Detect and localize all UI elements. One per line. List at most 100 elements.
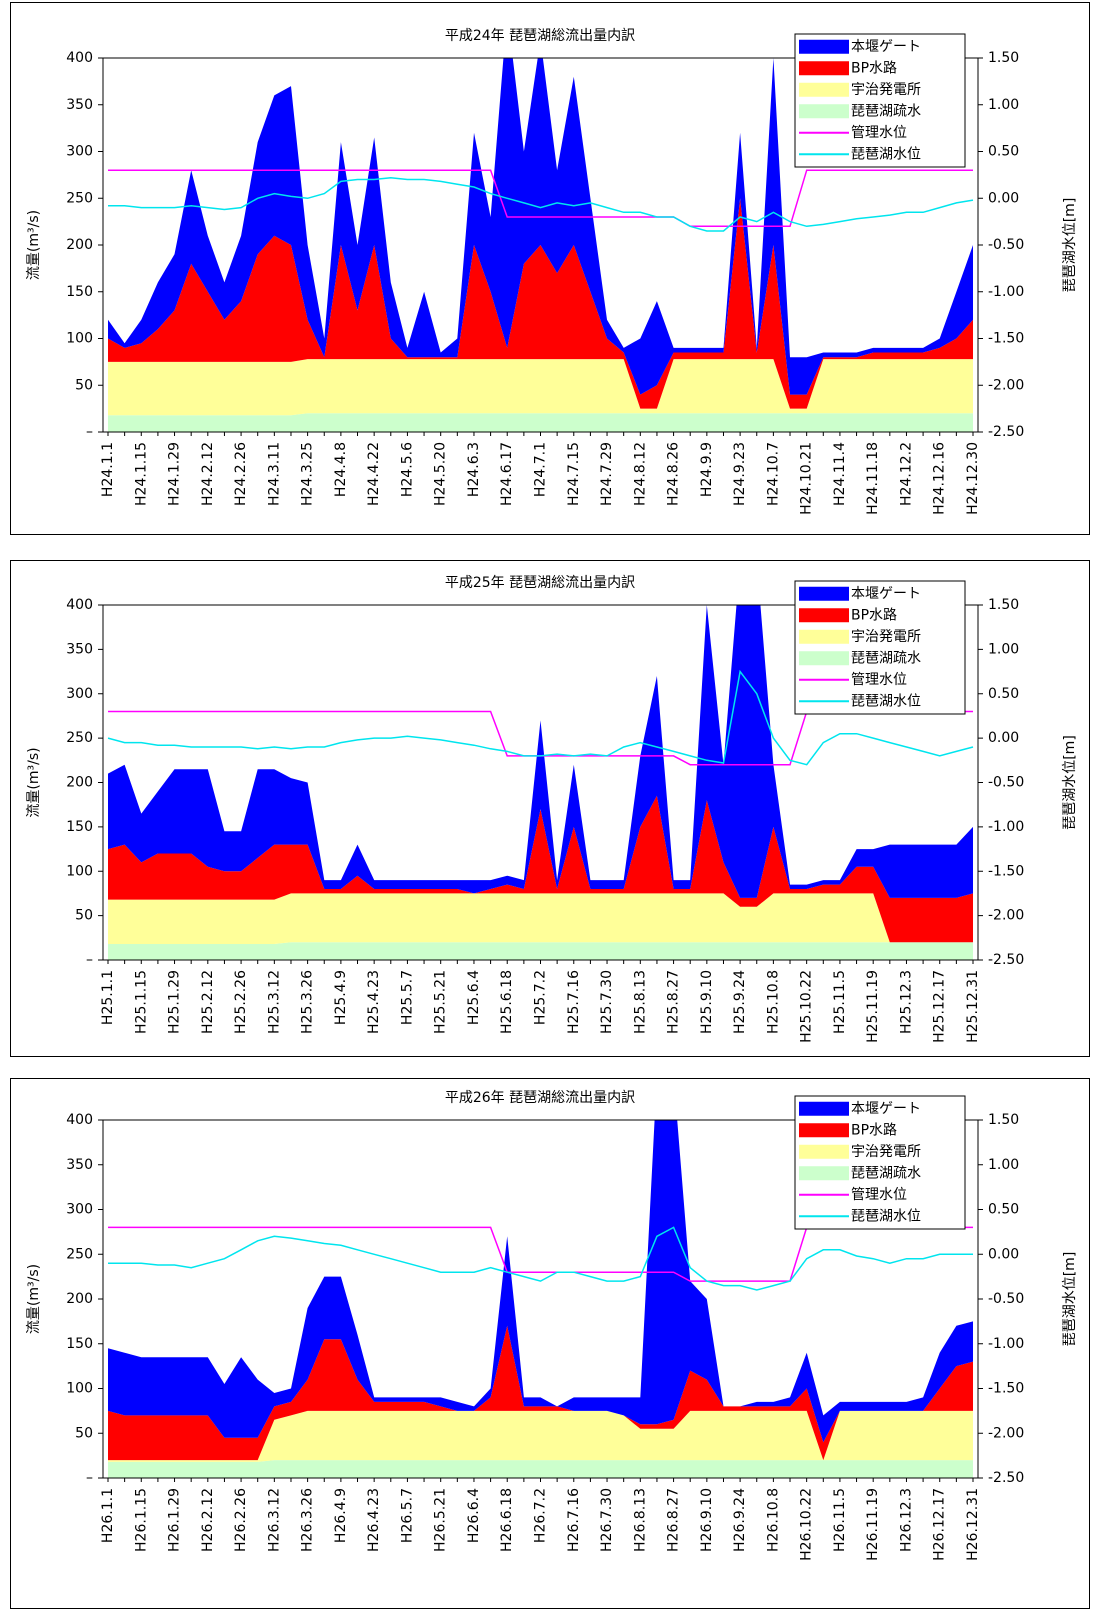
y2-tick-label: -1.50 (988, 1381, 1024, 1397)
x-tick-label: H24.1.29 (167, 442, 183, 506)
x-tick-label: H26.11.5 (832, 1488, 848, 1552)
x-tick-label: H26.5.7 (399, 1488, 415, 1543)
x-tick-label: H24.10.7 (765, 442, 781, 506)
x-tick-label: H25.8.27 (666, 970, 682, 1034)
y-tick-label: 100 (66, 331, 93, 347)
x-tick-label: H26.3.12 (266, 1488, 282, 1552)
x-tick-label: H25.10.8 (765, 970, 781, 1034)
x-tick-label: H26.1.29 (167, 1488, 183, 1552)
y-tick-label: 200 (66, 1291, 93, 1307)
x-tick-label: H26.8.27 (666, 1488, 682, 1552)
x-tick-label: H25.9.10 (699, 970, 715, 1034)
x-tick-label: H24.2.26 (233, 442, 249, 506)
x-tick-label: H26.8.13 (632, 1488, 648, 1552)
area (108, 413, 973, 432)
y-tick-label: 350 (66, 641, 93, 657)
x-tick-label: H24.5.6 (399, 442, 415, 497)
area (108, 942, 973, 960)
y-tick-label: 400 (66, 50, 93, 66)
y2-tick-label: -1.50 (988, 863, 1024, 879)
x-tick-label: H24.2.12 (200, 442, 216, 506)
x-tick-label: H26.6.18 (499, 1488, 515, 1552)
plot-area (107, 605, 974, 960)
y-tick-label: 250 (66, 190, 93, 206)
y2-tick-label: 0.50 (988, 144, 1019, 160)
x-tick-label: H26.7.16 (566, 1488, 582, 1552)
x-tick-label: H25.12.31 (965, 970, 981, 1043)
y2-tick-label: -0.50 (988, 1291, 1024, 1307)
x-tick-label: H25.6.18 (499, 970, 515, 1034)
legend-swatch (799, 1123, 849, 1138)
legend-swatch (799, 629, 849, 644)
y-tick-label: – (86, 952, 93, 968)
x-tick-label: H25.2.12 (200, 970, 216, 1034)
y2-tick-label: 0.00 (988, 730, 1019, 746)
y-tick-label: 50 (75, 908, 93, 924)
y2-tick-label: 1.50 (988, 597, 1019, 613)
y-tick-label: 200 (66, 775, 93, 791)
legend-label: BP水路 (851, 607, 897, 623)
legend-swatch (799, 651, 849, 666)
y-tick-label: 400 (66, 597, 93, 613)
x-tick-label: H26.10.8 (765, 1488, 781, 1552)
legend-label: 本堰ゲート (851, 586, 921, 602)
x-tick-label: H24.12.16 (932, 442, 948, 515)
x-tick-label: H25.5.21 (433, 970, 449, 1034)
legend-label: 宇治発電所 (851, 629, 921, 645)
y2-tick-label: 0.50 (988, 1202, 1019, 1218)
y-axis-title: 流量(m³/s) (26, 1264, 42, 1334)
legend-label: 琵琶湖水位 (851, 693, 921, 709)
x-tick-label: H26.1.1 (100, 1488, 116, 1543)
y2-axis-title: 琵琶湖水位[m] (1062, 735, 1078, 830)
x-tick-label: H25.12.17 (932, 970, 948, 1043)
y2-axis-title: 琵琶湖水位[m] (1062, 198, 1078, 293)
x-tick-label: H24.7.15 (566, 442, 582, 506)
x-tick-label: H26.5.21 (433, 1488, 449, 1552)
chart: – 50 100 150 200 250 300 350 400 -2.50 -2.00 -1.50 -… (10, 2, 1090, 535)
x-tick-label: H24.3.11 (266, 442, 282, 506)
y-tick-label: 300 (66, 686, 93, 702)
area (108, 893, 973, 944)
legend-swatch (799, 608, 849, 623)
y2-tick-label: -2.00 (988, 1425, 1024, 1441)
legend-box (794, 33, 966, 168)
legend-label: BP水路 (851, 60, 897, 76)
legend-swatch (799, 586, 849, 601)
x-tick-label: H25.10.22 (799, 970, 815, 1043)
y2-tick-label: -2.00 (988, 908, 1024, 924)
x-tick-label: H25.1.29 (167, 970, 183, 1034)
legend-label: 琵琶湖疏水 (851, 103, 921, 119)
line (108, 176, 974, 232)
x-tick-label: H24.7.29 (599, 442, 615, 506)
legend-label: 本堰ゲート (851, 39, 921, 55)
y2-tick-label: -2.00 (988, 377, 1024, 393)
y2-tick-label: -1.00 (988, 284, 1024, 300)
x-tick-label: H24.5.20 (433, 442, 449, 506)
x-tick-label: H26.10.22 (799, 1488, 815, 1561)
x-tick-label: H25.7.30 (599, 970, 615, 1034)
y2-tick-label: -2.50 (988, 1470, 1024, 1486)
x-tick-label: H25.9.24 (732, 970, 748, 1034)
x-tick-label: H24.9.9 (699, 442, 715, 497)
chart: – 50 100 150 200 250 300 350 400 -2.50 -2.00 -1.50 -… (10, 560, 1090, 1057)
y2-tick-label: 0.50 (988, 686, 1019, 702)
chart: – 50 100 150 200 250 300 350 400 -2.50 -2.00 -1.50 -… (10, 1078, 1090, 1609)
y-tick-label: 100 (66, 1381, 93, 1397)
x-tick-label: H24.6.3 (466, 442, 482, 497)
legend-label: 管理水位 (851, 672, 907, 688)
area (108, 198, 973, 409)
y2-tick-label: 0.00 (988, 1246, 1019, 1262)
x-tick-label: H25.11.5 (832, 970, 848, 1034)
legend-swatch (799, 104, 849, 119)
x-tick-label: H25.3.26 (300, 970, 316, 1034)
legend-label: 琵琶湖水位 (851, 1208, 921, 1224)
x-tick-label: H26.6.4 (466, 1488, 482, 1543)
line (107, 669, 974, 766)
x-tick-label: H24.12.2 (898, 442, 914, 506)
x-tick-label: H26.12.31 (965, 1488, 981, 1561)
x-tick-label: H25.11.19 (865, 970, 881, 1043)
y2-tick-label: 1.00 (988, 1157, 1019, 1173)
y-tick-label: 300 (66, 144, 93, 160)
y-axis-title: 流量(m³/s) (26, 747, 42, 817)
